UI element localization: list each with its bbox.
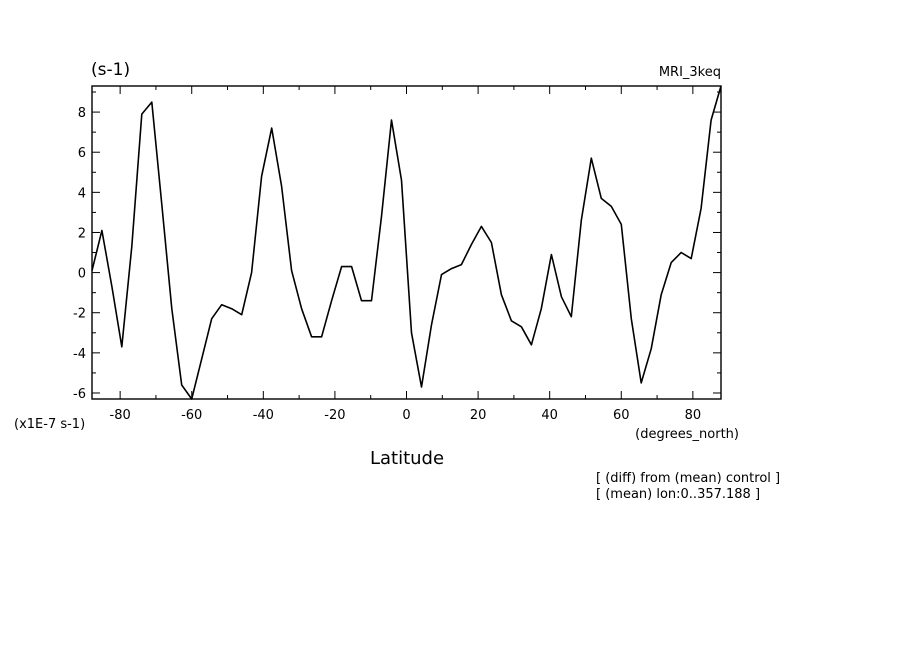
x-tick-label: -20 (324, 408, 345, 423)
units-label: (s-1) (91, 60, 130, 80)
x-tick-label: 40 (541, 408, 558, 423)
y-tick-label: -6 (73, 387, 86, 402)
x-units-label: (degrees_north) (635, 427, 739, 442)
y-tick-label: 2 (78, 226, 86, 241)
x-tick-label: -40 (253, 408, 274, 423)
series-line (91, 85, 722, 400)
y-tick-label: 0 (78, 267, 86, 282)
x-tick-label: 0 (402, 408, 410, 423)
x-tick-label: 60 (613, 408, 630, 423)
y-tick-label: -4 (73, 347, 86, 362)
x-axis-label: Latitude (370, 448, 444, 469)
plot-frame (91, 85, 722, 400)
annotation-mean: [ (mean) lon:0..357.188 ] (596, 487, 760, 502)
y-tick-label: 4 (78, 186, 86, 201)
y-tick-label: 6 (78, 146, 86, 161)
annotation-diff: [ (diff) from (mean) control ] (596, 471, 780, 486)
model-label: MRI_3keq (659, 65, 721, 80)
x-tick-label: -80 (110, 408, 131, 423)
y-tick-label: 8 (78, 106, 86, 121)
x-tick-label: 20 (470, 408, 487, 423)
x-tick-label: -60 (181, 408, 202, 423)
axis-ticks (92, 86, 721, 399)
x-tick-label: 80 (685, 408, 702, 423)
y-scale-label: (x1E-7 s-1) (14, 417, 85, 432)
y-tick-label: -2 (73, 307, 86, 322)
